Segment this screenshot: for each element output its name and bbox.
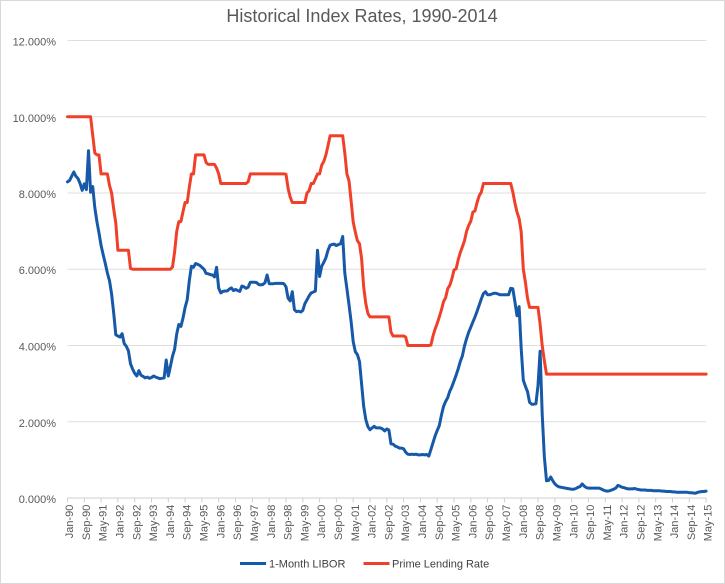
svg-text:Historical Index Rates, 1990-2: Historical Index Rates, 1990-2014	[226, 6, 497, 26]
svg-text:1-Month LIBOR: 1-Month LIBOR	[269, 559, 345, 571]
svg-text:Jan-92: Jan-92	[115, 505, 127, 539]
svg-text:Sep-94: Sep-94	[182, 505, 194, 540]
svg-text:Sep-06: Sep-06	[484, 505, 496, 540]
svg-text:Jan-96: Jan-96	[215, 505, 227, 539]
svg-text:10.000%: 10.000%	[13, 113, 57, 125]
svg-text:Sep-90: Sep-90	[81, 505, 93, 540]
svg-text:May-01: May-01	[350, 505, 362, 542]
svg-text:May-09: May-09	[552, 505, 564, 542]
svg-text:Jan-08: Jan-08	[518, 505, 530, 539]
svg-text:May-15: May-15	[703, 505, 715, 542]
svg-text:Jan-00: Jan-00	[316, 505, 328, 539]
svg-text:4.000%: 4.000%	[19, 342, 57, 354]
svg-text:Sep-10: Sep-10	[585, 505, 597, 540]
svg-text:8.000%: 8.000%	[19, 189, 57, 201]
svg-text:May-07: May-07	[501, 505, 513, 542]
svg-text:Sep-04: Sep-04	[434, 505, 446, 540]
svg-text:Jan-98: Jan-98	[266, 505, 278, 539]
svg-text:2.000%: 2.000%	[19, 418, 57, 430]
svg-text:Sep-98: Sep-98	[283, 505, 295, 540]
svg-text:May-05: May-05	[451, 505, 463, 542]
svg-text:May-97: May-97	[249, 505, 261, 542]
svg-text:May-11: May-11	[602, 505, 614, 541]
svg-text:Jan-14: Jan-14	[669, 505, 681, 539]
svg-text:Jan-04: Jan-04	[417, 505, 429, 539]
svg-text:Jan-12: Jan-12	[619, 505, 631, 539]
svg-text:Sep-14: Sep-14	[686, 505, 698, 540]
svg-text:May-03: May-03	[400, 505, 412, 542]
svg-text:Jan-06: Jan-06	[467, 505, 479, 539]
svg-text:Sep-02: Sep-02	[383, 505, 395, 540]
svg-text:Sep-08: Sep-08	[535, 505, 547, 540]
svg-text:12.000%: 12.000%	[13, 37, 57, 49]
svg-text:Sep-00: Sep-00	[333, 505, 345, 540]
svg-text:Jan-02: Jan-02	[367, 505, 379, 539]
svg-text:May-13: May-13	[652, 505, 664, 542]
svg-text:May-93: May-93	[148, 505, 160, 542]
svg-text:May-95: May-95	[199, 505, 211, 542]
svg-text:Jan-10: Jan-10	[568, 505, 580, 539]
svg-text:May-99: May-99	[299, 505, 311, 542]
svg-text:May-91: May-91	[98, 505, 110, 542]
svg-text:Sep-12: Sep-12	[636, 505, 648, 540]
svg-text:Sep-92: Sep-92	[131, 505, 143, 540]
svg-text:0.000%: 0.000%	[19, 494, 57, 506]
svg-text:Jan-90: Jan-90	[64, 505, 76, 539]
svg-text:Jan-94: Jan-94	[165, 505, 177, 539]
svg-text:6.000%: 6.000%	[19, 265, 57, 277]
svg-text:Prime Lending Rate: Prime Lending Rate	[392, 559, 489, 571]
svg-text:Sep-96: Sep-96	[232, 505, 244, 540]
